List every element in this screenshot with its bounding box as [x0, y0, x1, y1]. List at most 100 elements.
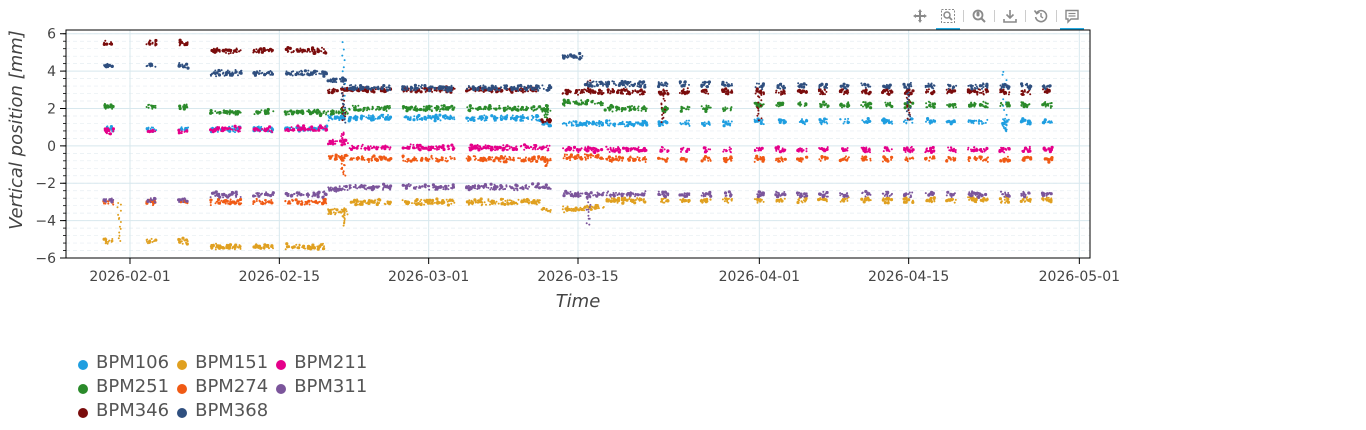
data-point	[152, 204, 154, 207]
data-point	[549, 209, 552, 211]
data-point	[707, 104, 710, 107]
data-point	[805, 119, 808, 122]
data-point	[268, 130, 271, 133]
data-point	[237, 246, 240, 249]
data-point	[707, 193, 710, 196]
data-point	[309, 245, 312, 248]
data-point	[544, 183, 548, 187]
data-point	[290, 51, 293, 54]
data-point	[724, 109, 726, 112]
data-point	[884, 101, 887, 104]
data-point	[428, 108, 431, 111]
data-point	[842, 198, 845, 201]
data-point	[724, 195, 727, 197]
data-point	[331, 88, 335, 92]
data-point	[387, 114, 389, 116]
data-point	[904, 200, 908, 204]
data-point	[869, 159, 872, 162]
data-point	[363, 159, 366, 161]
data-point	[234, 48, 237, 51]
data-point	[260, 109, 263, 112]
data-point	[223, 247, 226, 250]
data-point	[401, 146, 405, 150]
data-point	[292, 51, 295, 53]
data-point	[657, 190, 660, 193]
data-point	[636, 121, 640, 125]
data-point	[365, 188, 368, 191]
data-point	[584, 146, 587, 149]
data-point	[684, 121, 686, 124]
data-point	[979, 155, 983, 159]
data-point	[783, 191, 786, 193]
data-point	[782, 119, 785, 122]
data-point	[370, 115, 372, 117]
data-point	[433, 185, 437, 189]
data-point	[862, 105, 864, 108]
data-point	[545, 146, 548, 149]
hover-tool-button[interactable]	[1058, 3, 1086, 30]
data-point	[538, 147, 541, 149]
box-zoom-tool-button[interactable]	[934, 3, 962, 30]
data-point	[903, 147, 907, 151]
data-point	[530, 157, 535, 161]
data-point	[512, 156, 515, 159]
data-point	[433, 115, 436, 118]
data-point	[980, 120, 983, 122]
data-point	[1045, 196, 1048, 199]
data-point	[214, 110, 217, 113]
data-point	[628, 198, 631, 200]
data-point	[682, 122, 684, 125]
data-point	[264, 111, 268, 115]
data-point	[362, 115, 365, 118]
data-point	[415, 117, 418, 120]
data-point	[339, 210, 342, 213]
data-point	[305, 193, 308, 195]
data-point	[301, 48, 304, 51]
data-point	[148, 40, 151, 43]
data-point	[541, 110, 544, 113]
data-point	[409, 116, 412, 119]
data-point	[340, 162, 343, 165]
pan-tool-button[interactable]	[906, 3, 934, 29]
data-point	[453, 157, 456, 159]
data-point	[1026, 198, 1029, 201]
data-point	[429, 115, 432, 117]
reset-tool-button[interactable]	[1027, 3, 1055, 29]
data-point	[593, 150, 597, 155]
data-point	[470, 146, 472, 149]
data-point	[967, 121, 970, 123]
data-point	[357, 104, 360, 107]
save-tool-button[interactable]	[996, 3, 1024, 29]
data-point	[469, 143, 473, 147]
data-point	[952, 105, 955, 108]
data-point	[986, 198, 989, 201]
data-point	[929, 120, 932, 123]
data-point	[414, 105, 417, 108]
data-point	[890, 104, 894, 109]
data-point	[103, 41, 106, 44]
data-point	[380, 113, 384, 117]
data-point	[705, 122, 708, 125]
data-point	[513, 105, 517, 109]
data-point	[146, 240, 148, 243]
data-point	[1006, 197, 1010, 201]
data-point	[775, 191, 778, 193]
data-point	[328, 211, 331, 214]
data-point	[982, 148, 985, 150]
data-point	[586, 197, 589, 200]
wheel-zoom-tool-button[interactable]	[965, 3, 993, 29]
data-point	[1050, 197, 1053, 200]
grid	[66, 30, 1090, 259]
data-point	[707, 106, 710, 109]
data-point	[621, 159, 624, 162]
data-point	[499, 160, 502, 163]
data-point	[491, 156, 494, 159]
data-point	[662, 198, 665, 200]
data-point	[311, 243, 315, 247]
data-point	[1043, 194, 1046, 197]
data-point	[468, 186, 472, 190]
data-point	[255, 198, 258, 201]
data-point	[925, 200, 928, 203]
data-point	[414, 187, 417, 190]
